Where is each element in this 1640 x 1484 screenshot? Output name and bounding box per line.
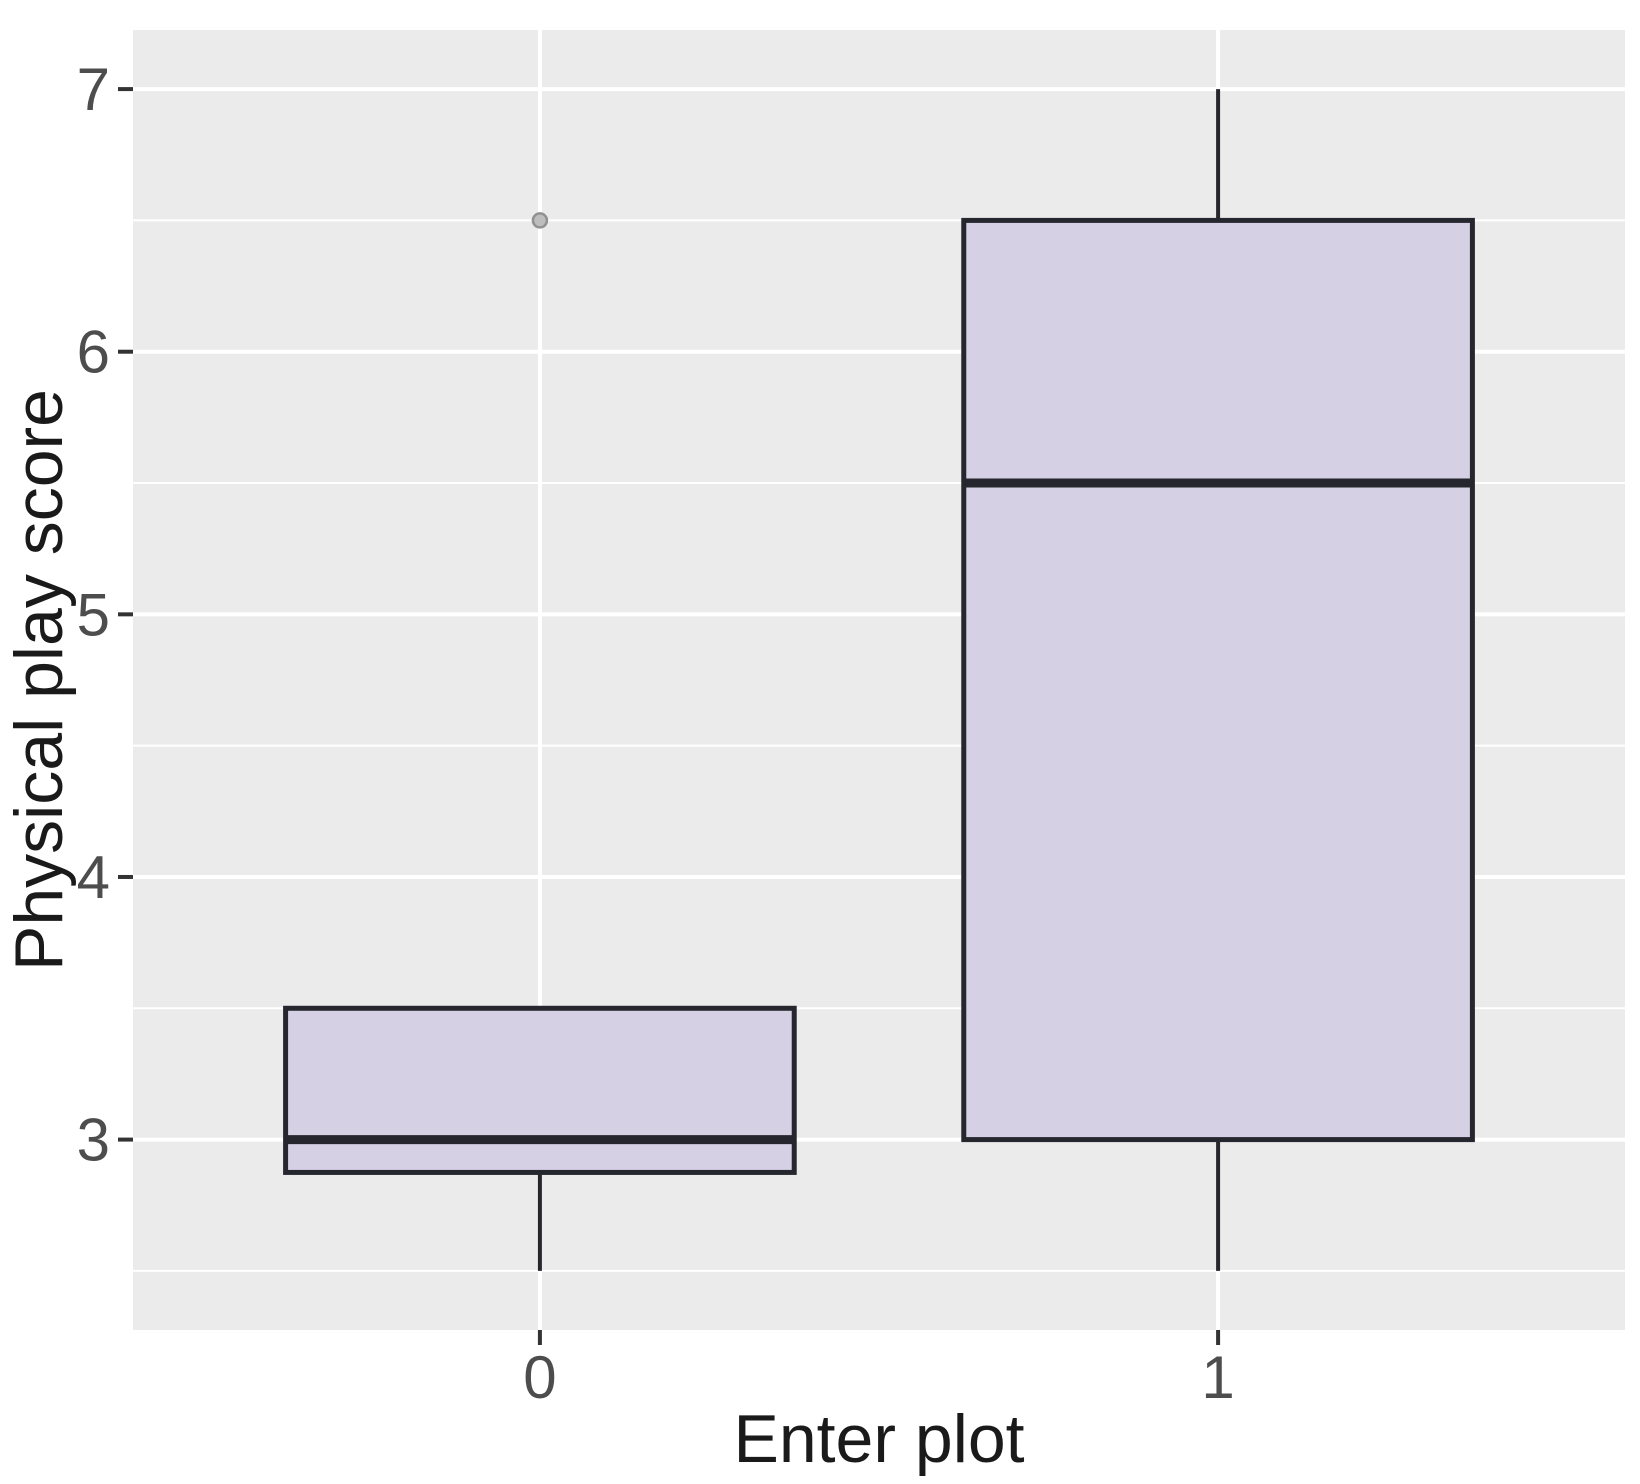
x-tick-label: 0 <box>523 1344 556 1411</box>
y-tick-label: 7 <box>77 56 110 123</box>
y-tick-label: 4 <box>77 844 110 911</box>
box <box>961 217 1475 1143</box>
x-tick-label: 1 <box>1201 1344 1234 1411</box>
y-tick-label: 3 <box>77 1107 110 1174</box>
y-axis-title: Physical play score <box>1 389 77 971</box>
y-tick-label: 6 <box>77 319 110 386</box>
x-axis-title: Enter plot <box>733 1401 1024 1477</box>
box <box>283 1005 797 1175</box>
chart-render-root: 3 4 5 6 7 0 1 <box>77 30 1625 1411</box>
outlier-point <box>531 212 549 229</box>
y-tick-label: 5 <box>77 581 110 648</box>
